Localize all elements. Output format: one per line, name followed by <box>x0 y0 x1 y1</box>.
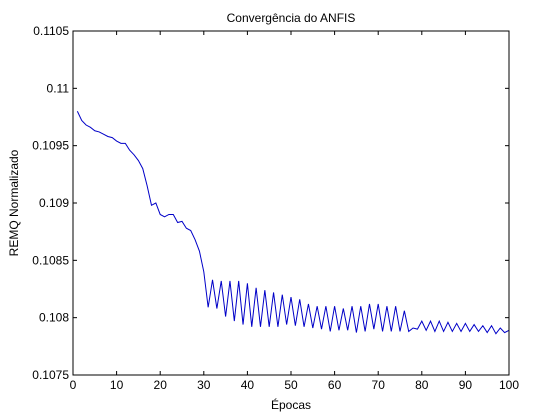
chart-title: Convergência do ANFIS <box>227 11 356 25</box>
plot-area <box>73 31 509 375</box>
series-line <box>76 111 510 335</box>
y-axis-tick-labels: 0.1075 0.108 0.1085 0.109 0.1095 0.11 0.1105 <box>32 24 69 382</box>
x-tick-label: 70 <box>372 378 386 392</box>
y-tick-label: 0.1105 <box>33 24 69 38</box>
y-tick-label: 0.1075 <box>32 368 69 382</box>
x-tick-label: 60 <box>328 378 342 392</box>
y-tick-label: 0.109 <box>39 196 69 210</box>
y-axis-label: REMQ Normalizado <box>7 149 21 256</box>
x-tick-label: 10 <box>110 378 124 392</box>
plot-border <box>72 30 510 376</box>
x-tick-label: 100 <box>499 378 519 392</box>
y-tick-label: 0.1085 <box>32 253 69 267</box>
x-tick-label: 80 <box>415 378 429 392</box>
x-tick-label: 20 <box>154 378 168 392</box>
x-axis-label: Épocas <box>271 397 311 412</box>
x-axis-tick-labels: 0 10 20 30 40 50 60 70 80 90 100 <box>70 378 520 392</box>
y-tick-label: 0.108 <box>39 311 69 325</box>
y-tick-label: 0.1095 <box>32 139 69 153</box>
x-tick-label: 0 <box>70 378 77 392</box>
x-tick-label: 90 <box>459 378 473 392</box>
x-tick-label: 50 <box>284 378 298 392</box>
x-tick-label: 40 <box>241 378 255 392</box>
y-tick-label: 0.11 <box>47 81 70 95</box>
x-tick-label: 30 <box>197 378 211 392</box>
